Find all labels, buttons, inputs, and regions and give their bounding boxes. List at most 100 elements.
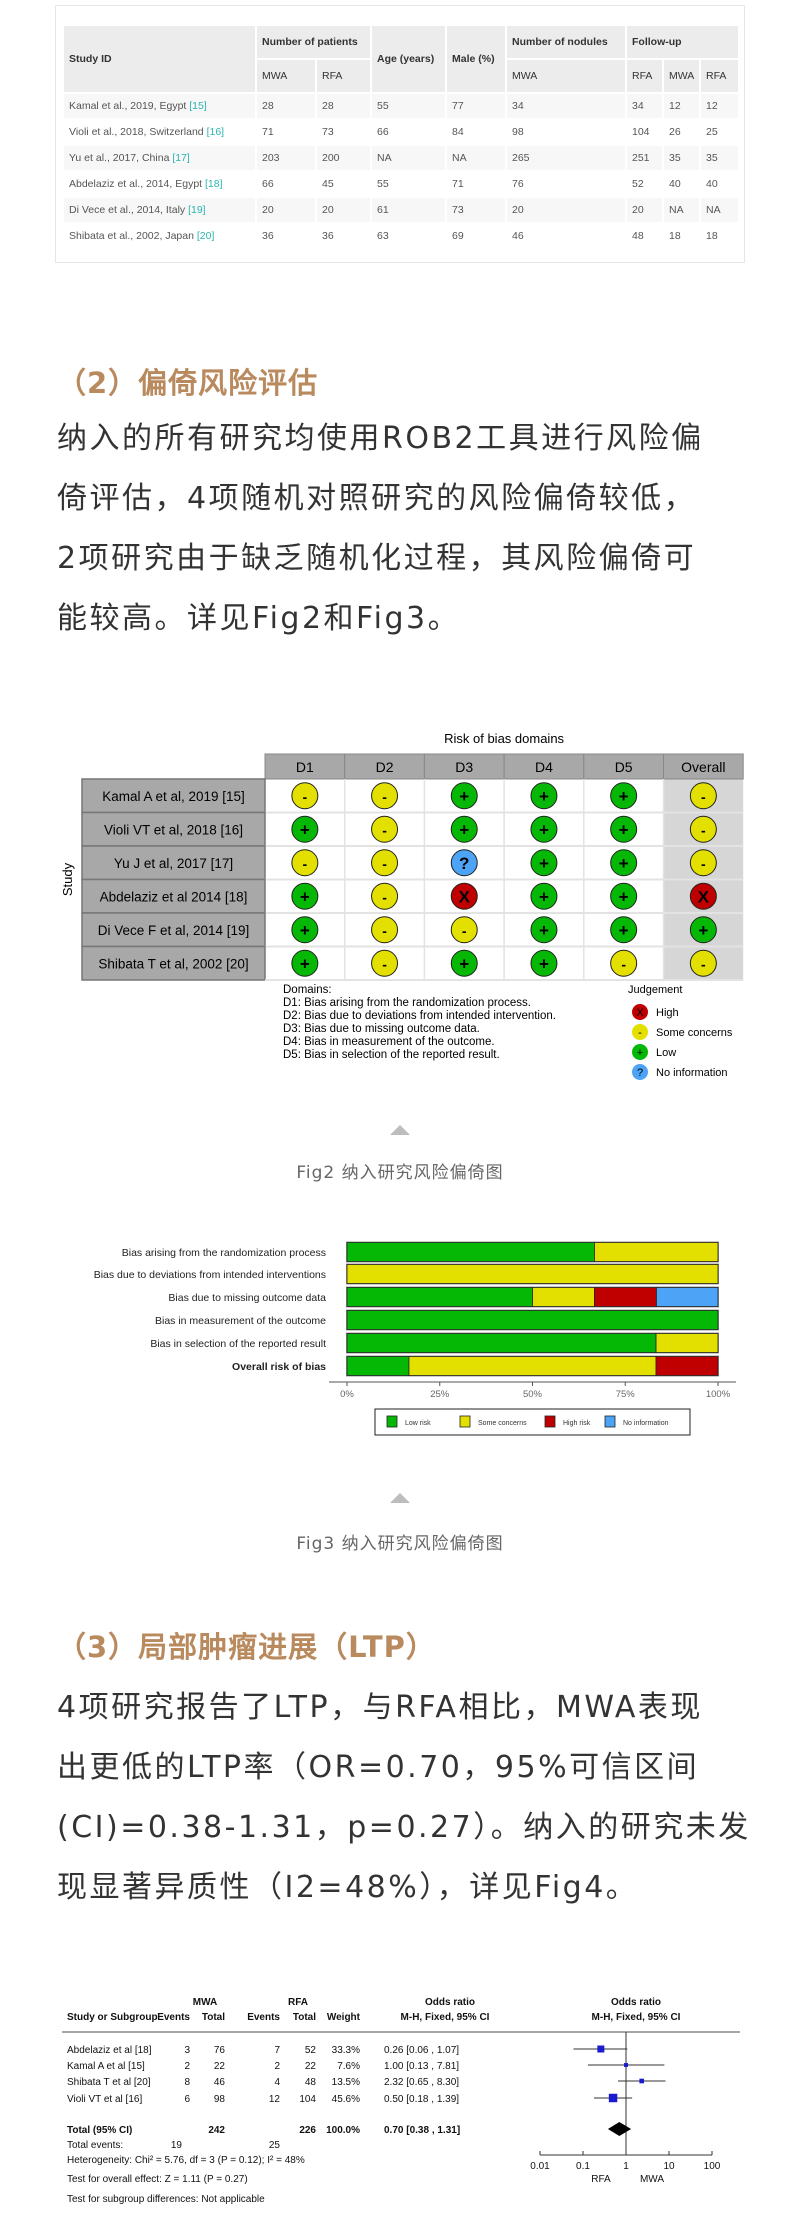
judgement-symbol: - [701, 956, 706, 972]
subheader: MWA [505, 58, 627, 94]
legend-title: Judgement [628, 984, 682, 996]
fig3-caption: Fig3 纳入研究风险偏倚图 [296, 1534, 504, 1554]
judgement-some-marker [371, 949, 399, 977]
judgement-symbol: - [701, 789, 706, 805]
caption-triangle-icon [390, 1125, 410, 1135]
x-tick-label: 75% [616, 1389, 636, 1400]
judgement-low-marker [291, 882, 319, 910]
reference-link[interactable]: [20] [196, 230, 215, 242]
favours-left-label: RFA [591, 2174, 611, 2185]
reference-link[interactable]: [16] [206, 126, 225, 138]
study-label: Abdelaziz et al 2014 [18] [100, 889, 248, 904]
column-header-bg [503, 753, 585, 780]
judgement-some-marker [689, 949, 717, 977]
col-weight: Weight [327, 2012, 361, 2023]
mwa-total: 46 [214, 2077, 226, 2088]
x-tick-label: 100% [706, 1389, 731, 1400]
table-row: Kamal et al., 2019, Egypt [15] 28 28 55 77 34… [62, 92, 741, 120]
paragraph-line: 能较高。详见Fig2和Fig3。 [57, 601, 461, 636]
value-cell: 55 [370, 92, 447, 120]
subheader: RFA [315, 58, 372, 94]
judgement-symbol: + [300, 954, 310, 973]
fig3-risk-of-bias-summary: Bias arising from the randomization proc… [94, 1241, 736, 1436]
reference-link[interactable]: [17] [172, 152, 190, 164]
total-weight: 100.0% [326, 2125, 360, 2136]
judgement-some-marker [371, 849, 399, 877]
value-cell: 55 [370, 170, 447, 198]
value-cell: 12 [662, 92, 701, 120]
header-nodules: Number of nodules [505, 24, 627, 60]
value-cell: 203 [255, 144, 317, 172]
total-mwa: 242 [208, 2125, 225, 2136]
reference-link[interactable]: [19] [188, 204, 206, 216]
study-name: Abdelaziz et al., 2014, Egypt [69, 178, 203, 190]
value-cell: 28 [255, 92, 317, 120]
judgement-symbol: + [539, 854, 549, 873]
judgement-symbol: + [300, 887, 310, 906]
judgement-some-marker [689, 849, 717, 877]
group-header-rfa: RFA [288, 1997, 308, 2008]
value-cell: 63 [370, 222, 447, 250]
judgement-symbol: + [539, 921, 549, 940]
mwa-events: 8 [184, 2077, 190, 2088]
value-cell: 36 [315, 222, 372, 250]
rfa-events: 12 [269, 2094, 281, 2105]
study-name: Violi VT et al [16] [67, 2094, 142, 2105]
category-label: Overall risk of bias [232, 1361, 326, 1373]
bar-segment-low [346, 1333, 657, 1353]
value-cell: 265 [505, 144, 627, 172]
category-label: Bias arising from the randomization proc… [122, 1247, 326, 1259]
y-axis-label: Study [60, 862, 75, 896]
judgement-some-marker [610, 949, 638, 977]
x-tick-label: 0% [340, 1389, 354, 1400]
col-events: Events [157, 2012, 190, 2023]
column-header: D5 [615, 759, 633, 775]
total-events-mwa: 19 [171, 2140, 183, 2151]
pooled-diamond [607, 2122, 632, 2136]
value-cell: 18 [662, 222, 701, 250]
reference-link[interactable]: [18] [205, 178, 223, 190]
judgement-low-marker [610, 916, 638, 944]
study-name: Kamal et al., 2019, Egypt [69, 100, 187, 112]
judgement-some-marker [689, 815, 717, 843]
study-label: Di Vece F et al, 2014 [19] [98, 923, 250, 938]
domain-description: D4: Bias in measurement of the outcome. [283, 1036, 495, 1048]
study-label: Violi VT et al, 2018 [16] [104, 822, 243, 837]
mwa-total: 76 [214, 2045, 226, 2056]
column-header-bg [583, 753, 664, 780]
judgement-symbol: - [303, 856, 308, 872]
legend-box [374, 1408, 691, 1436]
odds-ratio-ci: 0.26 [0.06 , 1.07] [384, 2045, 459, 2056]
study-point [624, 2063, 628, 2067]
group-header-or-plot: Odds ratio [611, 1997, 661, 2008]
col-total: Total [202, 2012, 225, 2023]
legend-label: Low [656, 1047, 676, 1059]
judgement-symbol: - [382, 822, 387, 838]
domain-description: D2: Bias due to deviations from intended… [283, 1010, 556, 1022]
header-followup: Follow-up [624, 24, 741, 60]
judgement-low-marker [450, 782, 478, 810]
weight: 13.5% [332, 2077, 360, 2088]
legend-label: Low risk [405, 1420, 431, 1427]
judgement-symbol: - [303, 789, 308, 805]
bar-segment-low [346, 1242, 595, 1262]
paragraph-line: 4项研究报告了LTP，与RFA相比，MWA表现 [57, 1690, 703, 1725]
study-label: Yu J et al, 2017 [17] [114, 856, 233, 871]
total-events-label: Total events: [67, 2140, 123, 2151]
total-label: Total (95% CI) [67, 2125, 132, 2136]
judgement-symbol: X [459, 887, 471, 906]
legend-symbol: + [637, 1047, 643, 1059]
study-point [639, 2078, 645, 2084]
judgement-low-marker [689, 916, 717, 944]
weight: 45.6% [332, 2094, 360, 2105]
group-header-or: Odds ratio [425, 1997, 475, 2008]
reference-link[interactable]: [15] [189, 100, 207, 112]
column-header: D2 [376, 759, 394, 775]
table-row: Violi et al., 2018, Switzerland [16] 71 73… [62, 118, 741, 146]
judgement-symbol: - [701, 856, 706, 872]
value-cell: 66 [370, 118, 447, 146]
judgement-symbol: - [382, 889, 387, 905]
paragraph-line: 出更低的LTP率（OR=0.70，95%可信区间 [57, 1750, 700, 1785]
domain-description: D5: Bias in selection of the reported re… [283, 1049, 500, 1061]
study-label-bg [81, 912, 266, 948]
